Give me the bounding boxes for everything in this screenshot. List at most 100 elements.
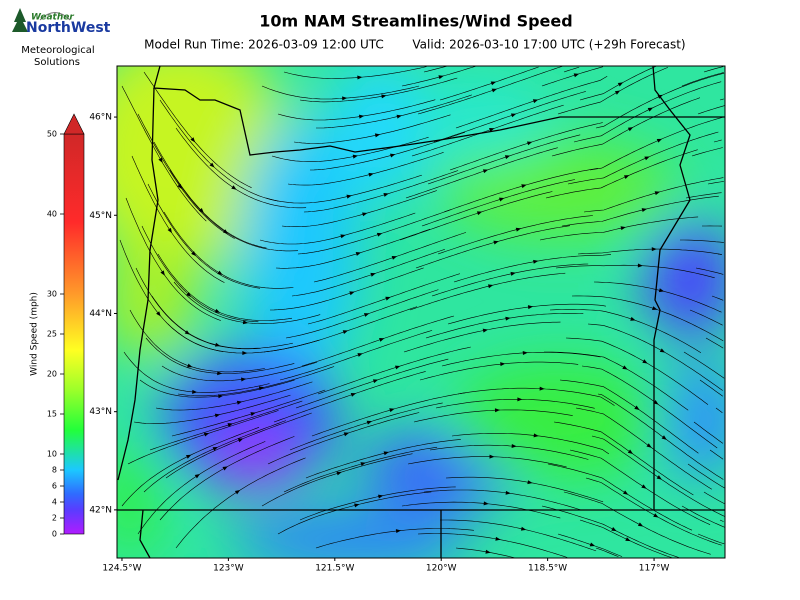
- streamline: [553, 421, 694, 496]
- streamline-arrow: [357, 75, 363, 80]
- streamline-arrow: [194, 473, 200, 479]
- streamline-arrow: [242, 320, 249, 325]
- streamline-arrow: [589, 542, 596, 547]
- streamline: [695, 267, 724, 275]
- streamline-arrow: [527, 305, 534, 310]
- streamline: [705, 337, 724, 349]
- streamline: [277, 99, 436, 121]
- title: 10m NAM Streamlines/Wind Speed: [259, 12, 572, 31]
- streamline: [413, 409, 573, 423]
- streamline: [129, 309, 265, 373]
- streamline: [691, 147, 723, 157]
- streamline: [157, 253, 293, 321]
- streamline-arrow: [510, 113, 517, 118]
- streamline-arrow: [360, 462, 366, 467]
- streamline: [161, 361, 318, 382]
- streamline: [581, 365, 718, 449]
- streamline-arrow: [372, 379, 379, 384]
- streamline: [409, 272, 566, 311]
- colorbar-tick-label: 20: [47, 370, 57, 379]
- streamline-arrow: [214, 308, 221, 313]
- streamline: [577, 248, 722, 255]
- streamline-arrow: [476, 211, 483, 216]
- streamline-arrow: [346, 194, 352, 199]
- streamline-arrow: [625, 537, 631, 542]
- streamline-arrow: [659, 348, 666, 353]
- streamline: [415, 225, 571, 269]
- streamline-arrow: [485, 549, 491, 554]
- streamline: [431, 263, 589, 297]
- streamline: [289, 402, 443, 451]
- streamline: [713, 139, 722, 143]
- streamline: [717, 253, 722, 255]
- streamline: [175, 457, 306, 549]
- lat-tick-label: 44°N: [89, 309, 112, 319]
- lat-tick-label: 43°N: [89, 407, 112, 417]
- lat-tick-label: 45°N: [89, 211, 112, 221]
- streamline-arrow: [352, 154, 358, 159]
- streamline-arrow: [526, 141, 533, 146]
- lon-tick-label: 117°W: [639, 564, 670, 574]
- streamline: [265, 174, 422, 204]
- streamline: [559, 379, 699, 454]
- streamline-arrow: [510, 271, 516, 276]
- colorbar-ticks: 0 2 4 6 8 10 15 20 25 30 40 50: [47, 130, 64, 539]
- streamline: [137, 113, 235, 239]
- streamline-arrow: [511, 444, 517, 448]
- streamline-arrow: [658, 288, 665, 293]
- streamline: [707, 181, 724, 185]
- streamline-arrow: [438, 75, 444, 80]
- streamline: [569, 449, 711, 525]
- streamline: [567, 131, 719, 185]
- streamline: [563, 66, 580, 73]
- streamline-arrow: [651, 247, 657, 252]
- streamline-arrow: [533, 433, 539, 438]
- streamline-arrow: [395, 529, 402, 534]
- streamline-arrow: [505, 490, 511, 495]
- streamline-arrow: [185, 454, 192, 459]
- streamline: [271, 136, 429, 162]
- streamline: [423, 489, 582, 511]
- streamline: [143, 71, 252, 188]
- streamline-arrow: [389, 408, 395, 413]
- streamlines: [119, 66, 725, 558]
- streamline: [687, 463, 725, 489]
- streamline-arrow: [396, 114, 402, 119]
- streamline-arrow: [495, 536, 501, 541]
- streamline: [149, 400, 303, 451]
- streamline: [285, 289, 439, 339]
- streamline: [703, 491, 725, 505]
- streamline: [423, 66, 448, 73]
- streamline: [175, 127, 307, 209]
- streamline-arrow: [186, 292, 192, 297]
- streamline: [719, 519, 724, 522]
- streamline-arrow: [515, 227, 522, 232]
- streamline-arrow: [379, 337, 385, 342]
- streamline-arrow: [217, 371, 223, 376]
- logo-tagline: Meteorological: [21, 45, 94, 56]
- streamline: [435, 399, 595, 409]
- streamline-arrow: [652, 306, 658, 311]
- streamline-arrow: [641, 208, 647, 213]
- colorbar-tick-label: 6: [52, 482, 57, 491]
- streamline: [575, 407, 712, 490]
- streamline-arrow: [637, 263, 643, 268]
- streamline-arrow: [489, 128, 495, 132]
- streamline: [685, 192, 722, 199]
- streamline: [573, 81, 722, 143]
- streamline-arrow: [500, 362, 506, 367]
- streamline: [445, 476, 604, 503]
- wind-field: [117, 66, 725, 558]
- streamline: [281, 190, 437, 227]
- valid-time: Valid: 2026-03-10 17:00 UTC (+29h Foreca…: [412, 38, 685, 52]
- streamline: [549, 309, 702, 353]
- streamline: [261, 453, 413, 507]
- logo-tagline: Solutions: [34, 57, 80, 68]
- streamline: [597, 393, 724, 480]
- streamline: [283, 446, 438, 493]
- streamline: [269, 267, 424, 311]
- streamline-arrow: [343, 432, 350, 437]
- streamline: [583, 177, 724, 213]
- streamline-arrow: [493, 240, 499, 245]
- logo-top: Weather: [31, 13, 74, 23]
